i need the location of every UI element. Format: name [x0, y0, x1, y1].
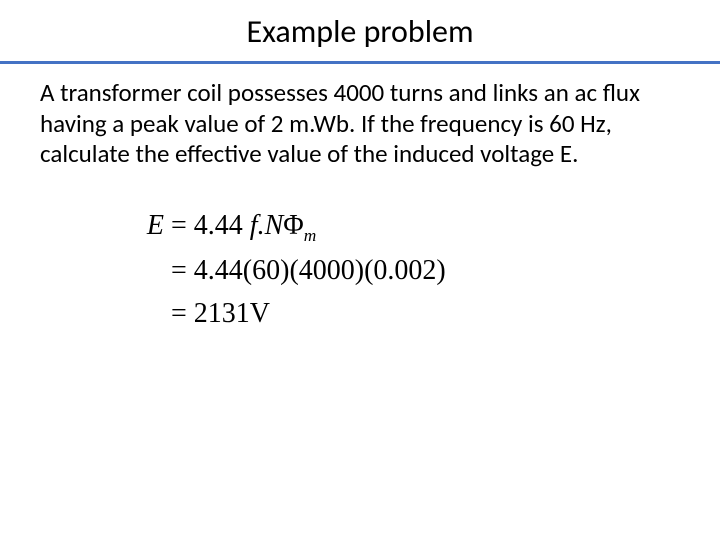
equation-line-2: = 4.44(60)(4000)(0.002): [130, 249, 720, 292]
problem-statement: A transformer coil possesses 4000 turns …: [0, 64, 720, 170]
equation-block: E = 4.44 f.NΦm = 4.44(60)(4000)(0.002) =…: [0, 204, 720, 336]
equation-line-1-rhs: = 4.44 f.NΦm: [171, 210, 316, 241]
slide: Example problem A transformer coil posse…: [0, 0, 720, 540]
equation-line-2-rhs: = 4.44(60)(4000)(0.002): [171, 255, 446, 286]
equation-line-1: E = 4.44 f.NΦm: [130, 204, 720, 250]
title-region: Example problem: [0, 0, 720, 55]
eq-coef: = 4.44: [171, 210, 243, 241]
eq-vars: f.N: [243, 210, 283, 241]
phi-subscript: m: [304, 226, 317, 245]
equation-line-3-rhs: = 2131V: [171, 298, 270, 329]
slide-title: Example problem: [0, 12, 720, 51]
phi-symbol: Φ: [283, 210, 303, 241]
equation-line-3: = 2131V: [130, 292, 720, 335]
equation-lhs: E: [130, 204, 164, 247]
